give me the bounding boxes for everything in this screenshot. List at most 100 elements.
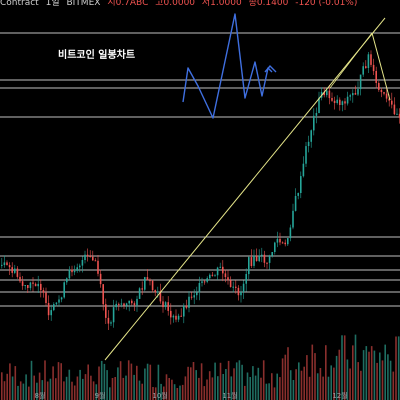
volume-bar bbox=[190, 367, 192, 400]
candle-body bbox=[175, 315, 177, 320]
volume-bar bbox=[208, 371, 211, 400]
volume-bar bbox=[395, 336, 397, 400]
x-tick-label: 11월 bbox=[222, 391, 237, 400]
candle-body bbox=[354, 93, 357, 95]
volume-bar bbox=[357, 362, 359, 400]
candle-body bbox=[302, 163, 305, 177]
candle-body bbox=[255, 255, 258, 261]
volume-bar bbox=[314, 353, 316, 400]
candle-body bbox=[102, 284, 104, 305]
volume-bar bbox=[168, 378, 170, 400]
volume-bar bbox=[327, 376, 330, 400]
volume-bar bbox=[22, 383, 25, 400]
candle-body bbox=[229, 280, 232, 287]
candle-body bbox=[157, 291, 159, 293]
x-tick-label: 9월 bbox=[95, 391, 106, 400]
chart-title: 비트코인 일봉차트 bbox=[58, 50, 136, 61]
volume-bar bbox=[57, 362, 60, 400]
candle-body bbox=[60, 297, 63, 300]
candle-body bbox=[313, 115, 315, 131]
candle-body bbox=[68, 269, 71, 279]
volume-bar bbox=[200, 363, 203, 400]
trend-line[interactable] bbox=[104, 17, 386, 361]
volume-bar bbox=[49, 378, 52, 400]
candle-body bbox=[40, 283, 42, 291]
volume-bar bbox=[19, 381, 22, 400]
candle-body bbox=[115, 303, 117, 308]
volume-bar bbox=[119, 361, 122, 400]
volume-bar bbox=[392, 371, 395, 400]
volume-bar bbox=[330, 365, 332, 400]
x-tick-label: 12월 bbox=[332, 391, 347, 400]
volume-bar bbox=[1, 372, 3, 400]
volume-bar bbox=[9, 363, 11, 400]
volume-bar bbox=[206, 379, 208, 400]
volume-bar bbox=[133, 374, 135, 400]
volume-bar bbox=[349, 368, 351, 400]
volume-bar bbox=[370, 346, 373, 400]
candle-body bbox=[3, 262, 6, 265]
candle-body bbox=[154, 290, 156, 293]
volume-bar bbox=[325, 345, 327, 400]
candle-body bbox=[362, 66, 364, 75]
volume-bar bbox=[3, 381, 6, 400]
candle-body bbox=[16, 268, 19, 277]
volume-bar bbox=[227, 360, 230, 400]
volume-bar bbox=[225, 369, 227, 400]
volume-bar bbox=[95, 384, 98, 400]
candle-body bbox=[63, 282, 65, 298]
candle-body bbox=[144, 277, 146, 290]
volume-bar bbox=[306, 355, 308, 400]
volume-bar bbox=[244, 385, 246, 400]
volume-bar bbox=[195, 370, 197, 400]
candle-body bbox=[203, 281, 206, 283]
candle-body bbox=[146, 277, 149, 281]
candle-body bbox=[378, 83, 380, 90]
peak-left-line[interactable] bbox=[329, 32, 373, 89]
volume-bar bbox=[111, 378, 114, 400]
volume-bar bbox=[122, 377, 125, 400]
volume-bar bbox=[341, 335, 343, 400]
candlesticks bbox=[1, 50, 400, 330]
volume-bar bbox=[41, 380, 44, 400]
candle-body bbox=[21, 281, 24, 286]
candle-body bbox=[297, 193, 299, 196]
x-axis-ticks: 8월 9월 10월 11월 12월 bbox=[35, 391, 348, 400]
candle-body bbox=[76, 267, 78, 271]
volume-bar bbox=[235, 362, 238, 400]
candle-body bbox=[271, 252, 273, 256]
volume-bar bbox=[179, 385, 181, 400]
volume-bar bbox=[289, 370, 292, 400]
symbol-label: Contract bbox=[0, 0, 39, 8]
candle-body bbox=[232, 286, 234, 288]
candle-body bbox=[128, 300, 130, 304]
candle-body bbox=[196, 292, 198, 296]
volume-bar bbox=[157, 364, 160, 400]
candle-body bbox=[344, 101, 346, 104]
volume-bar bbox=[381, 360, 384, 400]
exchange-label: BITMEX bbox=[66, 0, 101, 8]
candle-body bbox=[318, 97, 320, 113]
volume-bar bbox=[362, 350, 365, 400]
volume-bar bbox=[109, 387, 111, 400]
candle-body bbox=[292, 210, 294, 228]
candle-body bbox=[190, 296, 193, 298]
zigzag-projection[interactable] bbox=[182, 13, 273, 119]
volume-bar bbox=[287, 347, 289, 400]
volume-bar bbox=[295, 369, 297, 400]
horizontal-levels bbox=[0, 32, 400, 307]
peak-down-line[interactable] bbox=[371, 32, 391, 101]
candle-body bbox=[185, 305, 188, 308]
candle-body bbox=[42, 290, 45, 293]
candle-body bbox=[50, 310, 52, 316]
volume-bar bbox=[335, 355, 338, 400]
candle-body bbox=[276, 238, 279, 243]
candle-body bbox=[53, 304, 55, 311]
candle-body bbox=[216, 267, 219, 276]
candle-body bbox=[201, 281, 203, 283]
candle-body bbox=[167, 302, 169, 311]
candle-body bbox=[263, 254, 266, 263]
candle-body bbox=[151, 280, 154, 291]
volume-bar bbox=[360, 370, 362, 400]
